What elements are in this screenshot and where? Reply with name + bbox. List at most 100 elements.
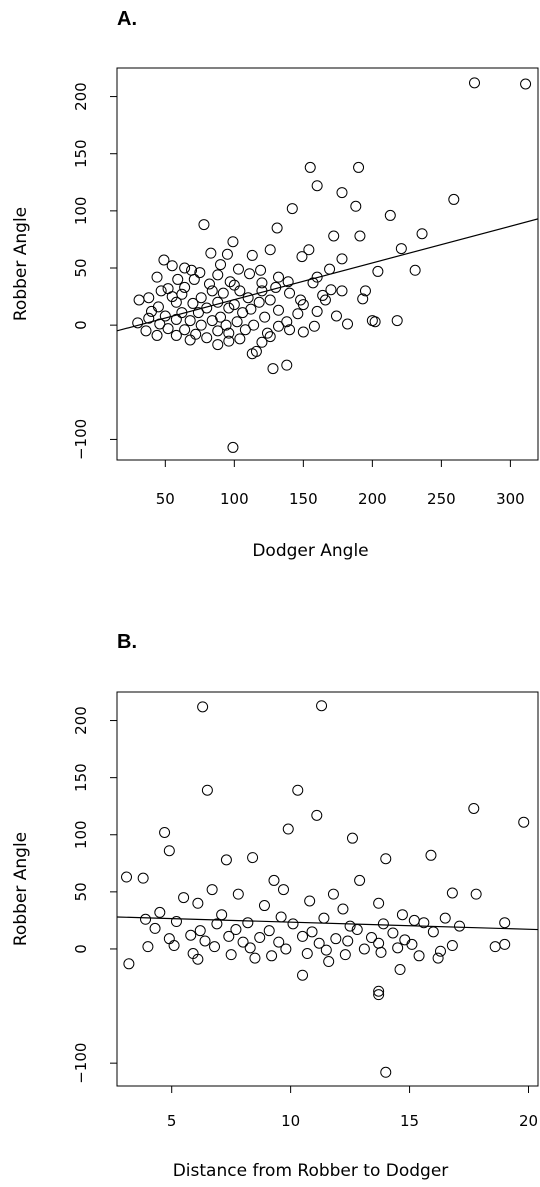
data-point bbox=[272, 320, 284, 332]
data-point bbox=[159, 310, 171, 322]
data-point bbox=[395, 243, 407, 255]
data-point bbox=[187, 297, 199, 309]
data-point bbox=[387, 927, 399, 939]
data-point bbox=[232, 888, 244, 900]
data-point bbox=[384, 209, 396, 221]
data-point bbox=[151, 329, 163, 341]
data-point bbox=[184, 334, 196, 346]
data-point bbox=[137, 872, 149, 884]
data-point bbox=[427, 926, 439, 938]
data-point bbox=[518, 816, 530, 828]
data-point bbox=[311, 180, 323, 192]
data-point bbox=[446, 940, 458, 952]
data-point bbox=[184, 315, 196, 327]
data-point bbox=[301, 948, 313, 960]
data-point bbox=[253, 296, 265, 308]
data-point bbox=[220, 854, 232, 866]
data-point bbox=[217, 287, 229, 299]
y-tick-label: 50 bbox=[72, 258, 90, 277]
panel-a-label: A. bbox=[117, 8, 137, 30]
data-point bbox=[223, 327, 235, 339]
data-point bbox=[372, 265, 384, 277]
data-point bbox=[212, 269, 224, 281]
data-point bbox=[313, 937, 325, 949]
data-point bbox=[212, 325, 224, 337]
data-point bbox=[206, 315, 218, 327]
data-point bbox=[254, 932, 266, 944]
data-point bbox=[308, 320, 320, 332]
data-point bbox=[406, 938, 418, 950]
data-point bbox=[408, 914, 420, 926]
data-point bbox=[223, 335, 235, 347]
y-tick-label: 50 bbox=[72, 882, 90, 901]
data-point bbox=[336, 253, 348, 265]
y-tick-label: 200 bbox=[72, 82, 90, 111]
data-point bbox=[489, 941, 501, 953]
data-point bbox=[215, 259, 227, 271]
data-point bbox=[261, 327, 273, 339]
data-point bbox=[179, 324, 191, 336]
data-point bbox=[394, 964, 406, 976]
data-point bbox=[195, 292, 207, 304]
data-point bbox=[303, 244, 315, 256]
y-axis-title: Robber Angle bbox=[11, 207, 31, 321]
data-point bbox=[143, 312, 155, 324]
data-point bbox=[346, 832, 358, 844]
data-point bbox=[244, 268, 256, 280]
data-point bbox=[369, 316, 381, 328]
data-point bbox=[373, 989, 385, 1001]
data-point bbox=[211, 918, 223, 930]
x-axis-title: Dodger Angle bbox=[252, 541, 368, 561]
data-point bbox=[396, 909, 408, 921]
data-point bbox=[375, 946, 387, 958]
data-point bbox=[432, 952, 444, 964]
data-point bbox=[223, 302, 235, 314]
data-point bbox=[373, 985, 385, 997]
data-point bbox=[342, 935, 354, 947]
data-point bbox=[162, 323, 174, 335]
panel-b-label: B. bbox=[117, 631, 137, 653]
data-point bbox=[239, 324, 251, 336]
data-point bbox=[146, 305, 158, 317]
data-point bbox=[446, 887, 458, 899]
data-point bbox=[247, 852, 259, 864]
data-point bbox=[248, 319, 260, 331]
data-point bbox=[297, 299, 309, 311]
x-tick-label: 5 bbox=[167, 1112, 177, 1130]
regression-line bbox=[117, 218, 538, 332]
data-point bbox=[197, 701, 209, 713]
data-point bbox=[297, 326, 309, 338]
data-point bbox=[194, 267, 206, 279]
data-point bbox=[327, 888, 339, 900]
data-point bbox=[297, 930, 309, 942]
data-point bbox=[292, 784, 304, 796]
data-point bbox=[242, 292, 254, 304]
x-tick-label: 10 bbox=[281, 1112, 300, 1130]
data-point bbox=[163, 933, 175, 945]
data-point bbox=[132, 317, 144, 329]
data-point bbox=[166, 260, 178, 272]
data-point bbox=[166, 291, 178, 303]
data-point bbox=[192, 953, 204, 965]
plot-frame bbox=[116, 691, 539, 1087]
data-point bbox=[330, 933, 342, 945]
data-point bbox=[284, 324, 296, 336]
data-point bbox=[237, 936, 249, 948]
data-point bbox=[284, 287, 296, 299]
data-point bbox=[353, 161, 365, 173]
data-point bbox=[234, 285, 246, 297]
x-tick-label: 200 bbox=[358, 490, 387, 508]
data-point bbox=[242, 917, 254, 929]
data-point bbox=[350, 200, 362, 212]
data-point bbox=[280, 943, 292, 955]
data-point bbox=[399, 934, 411, 946]
scatter-plot-b: 5 10 15 20 −100 0 50 100 150 200 Distance from Rob… bbox=[11, 691, 539, 1181]
data-point bbox=[223, 930, 235, 942]
data-point bbox=[172, 273, 184, 285]
data-point bbox=[342, 318, 354, 330]
data-point bbox=[330, 310, 342, 322]
data-point bbox=[520, 78, 532, 90]
data-point bbox=[267, 363, 279, 375]
data-point bbox=[328, 230, 340, 242]
data-point bbox=[470, 888, 482, 900]
